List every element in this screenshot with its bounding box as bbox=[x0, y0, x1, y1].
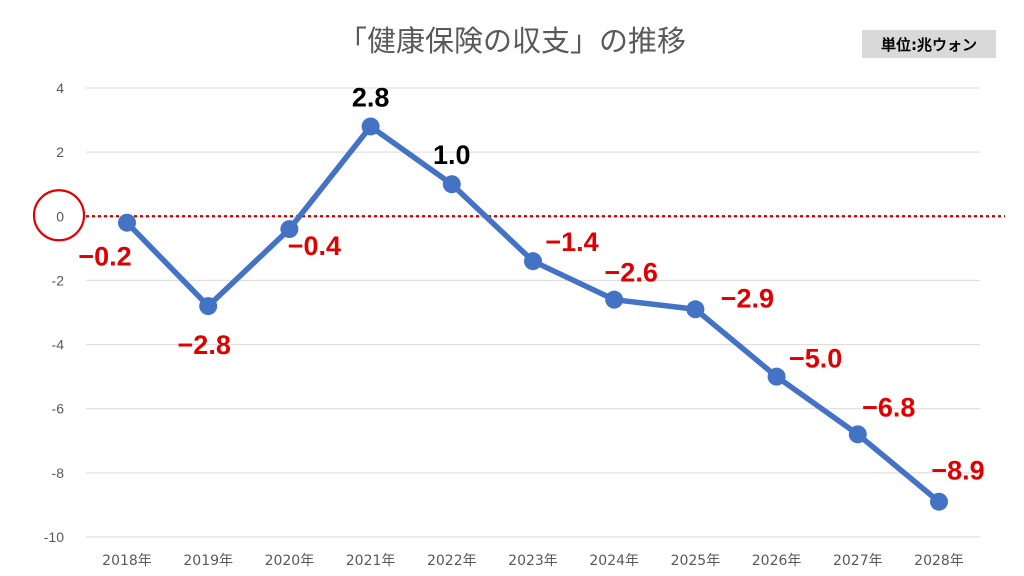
y-tick-label: -6 bbox=[52, 401, 65, 417]
data-labels: −0.2 −2.8 −0.4 2.8 1.0 −1.4−2.6 −2.9 −5.0 −6.8 −8… bbox=[78, 82, 984, 485]
data-point bbox=[767, 367, 786, 386]
data-point bbox=[442, 175, 461, 194]
data-point bbox=[848, 425, 867, 444]
x-tick-label: 2026年 bbox=[752, 553, 802, 569]
data-label: −6.8 bbox=[862, 392, 915, 422]
data-label: 2.8 bbox=[352, 82, 390, 112]
unit-badge: 単位:兆ウォン bbox=[862, 30, 996, 58]
series-revenue-balance bbox=[118, 117, 948, 511]
data-label: −0.4 bbox=[288, 231, 341, 261]
data-point bbox=[524, 252, 542, 271]
y-tick-label: -10 bbox=[44, 529, 64, 545]
zero-reference bbox=[32, 189, 1005, 242]
data-label: −2.8 bbox=[178, 330, 231, 360]
x-tick-label: 2018年 bbox=[102, 553, 152, 569]
data-point bbox=[280, 220, 299, 239]
data-label: 1.0 bbox=[433, 140, 471, 170]
x-tick-label: 2025年 bbox=[671, 553, 721, 569]
data-label: −2.6 bbox=[605, 258, 658, 288]
data-point bbox=[686, 300, 705, 319]
data-label: −5.0 bbox=[789, 344, 842, 374]
y-tick-label: 4 bbox=[56, 80, 64, 96]
gridlines bbox=[86, 87, 980, 538]
data-label: −8.9 bbox=[931, 456, 984, 486]
data-label: −0.2 bbox=[78, 242, 131, 272]
y-tick-label: -2 bbox=[52, 272, 65, 288]
y-tick-label: -4 bbox=[52, 337, 65, 353]
y-tick-label: -8 bbox=[52, 465, 65, 481]
data-point bbox=[361, 117, 380, 136]
chart-title: 「健康保険の収支」の推移 bbox=[337, 24, 686, 58]
x-tick-label: 2028年 bbox=[914, 553, 964, 569]
data-point bbox=[605, 290, 624, 309]
x-tick-label: 2021年 bbox=[346, 553, 396, 569]
zero-highlight-circle bbox=[32, 189, 86, 242]
x-tick-label: 2020年 bbox=[265, 553, 315, 569]
data-point bbox=[930, 492, 948, 511]
y-axis-ticks: 4 2 0 -2 -4 -6 -8 -10 bbox=[44, 80, 64, 545]
y-tick-label: 0 bbox=[56, 208, 64, 224]
x-tick-label: 2023年 bbox=[508, 553, 558, 569]
data-point bbox=[118, 213, 136, 232]
data-point bbox=[199, 297, 218, 316]
x-tick-label: 2027年 bbox=[833, 553, 883, 569]
series-line bbox=[124, 123, 942, 505]
x-axis-ticks: 2018年 2019年 2020年 2021年 2022年 2023年 2024年 2025年… bbox=[102, 553, 964, 569]
x-tick-label: 2024年 bbox=[589, 553, 639, 569]
x-tick-label: 2022年 bbox=[427, 553, 477, 569]
data-label: −2.9 bbox=[721, 283, 774, 313]
data-label: −1.4 bbox=[545, 227, 598, 257]
x-tick-label: 2019年 bbox=[183, 553, 233, 569]
y-tick-label: 2 bbox=[56, 144, 64, 160]
